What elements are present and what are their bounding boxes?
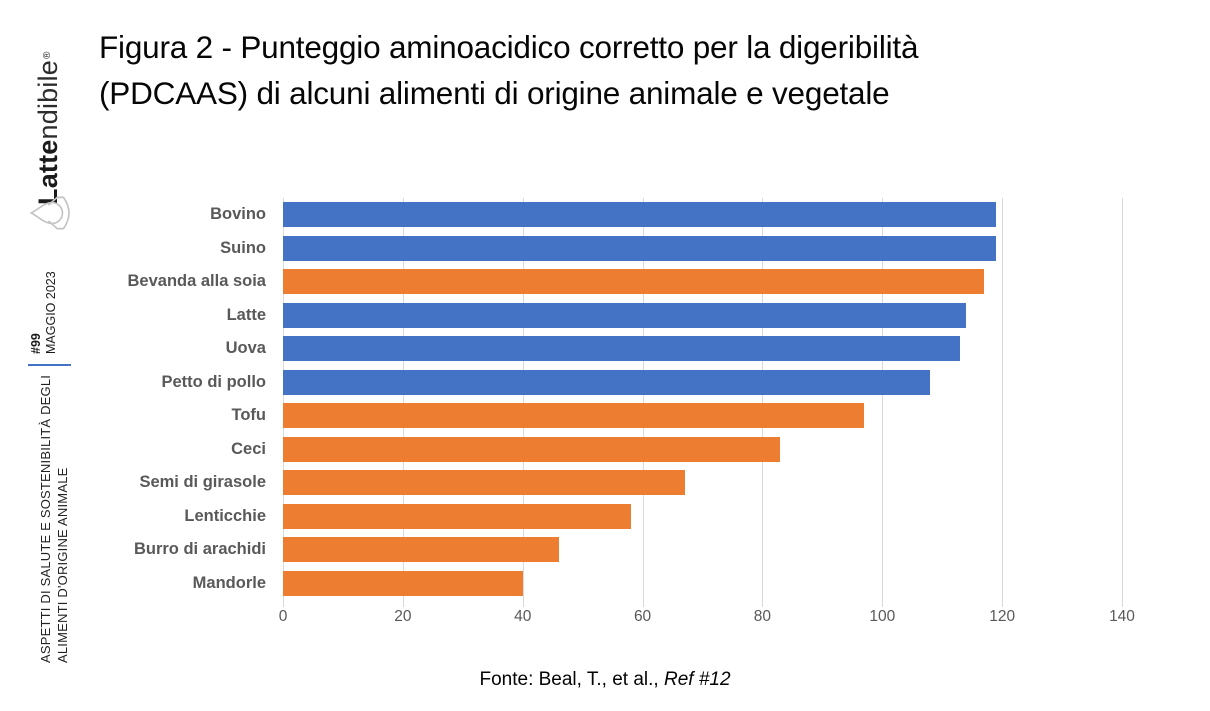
gridline-40 xyxy=(522,198,524,607)
x-tick-100: 100 xyxy=(869,608,896,625)
bar-row xyxy=(283,567,1122,601)
drop-in-hand-icon xyxy=(26,188,76,238)
chart-plot-area xyxy=(283,198,1122,600)
logo-text-light: ndibile xyxy=(32,60,63,140)
x-tick-140: 140 xyxy=(1109,608,1135,625)
bar-row xyxy=(283,533,1122,567)
category-label: Tofu xyxy=(231,406,266,425)
bar-tofu xyxy=(283,403,865,428)
figure-title-line1: Figura 2 - Punteggio aminoacidico corret… xyxy=(99,29,919,65)
category-label: Ceci xyxy=(231,439,266,458)
bar-petto-di-pollo xyxy=(283,369,931,395)
x-tick-60: 60 xyxy=(633,608,652,625)
category-label: Semi di girasole xyxy=(139,473,266,492)
bar-row xyxy=(283,299,1122,333)
x-tick-80: 80 xyxy=(753,608,772,625)
gridline-100 xyxy=(882,198,884,607)
bar-row xyxy=(283,265,1122,299)
registered-mark: ® xyxy=(42,51,53,60)
category-axis-labels: Bovino Suino Bevanda alla soia Latte Uova Pet… xyxy=(0,198,267,600)
bar-row xyxy=(283,366,1122,400)
bar-burro-di-arachidi xyxy=(283,537,559,562)
bar-bevanda-alla-soia xyxy=(283,269,985,294)
x-tick-40: 40 xyxy=(514,608,532,625)
category-label: Petto di pollo xyxy=(161,372,267,391)
x-tick-120: 120 xyxy=(989,608,1016,625)
bar-latte xyxy=(283,302,967,328)
gridline-120 xyxy=(1002,198,1004,607)
lattendibile-logo: Latte ndibile ® xyxy=(20,35,76,205)
bar-row xyxy=(283,332,1122,366)
chart-gridlines xyxy=(283,198,1123,607)
bar-row xyxy=(283,433,1122,467)
bar-lenticchie xyxy=(283,503,631,529)
gridline-140 xyxy=(1122,198,1123,607)
x-axis-tick-labels: 0 20 40 60 80 100 120 140 xyxy=(279,608,1135,630)
x-tick-20: 20 xyxy=(394,608,412,625)
bar-row xyxy=(283,232,1122,266)
category-label: Burro di arachidi xyxy=(133,540,266,559)
source-caption: Fonte: Beal, T., et al., Ref #12 xyxy=(0,669,1210,691)
category-label: Uova xyxy=(225,339,266,358)
bar-bovino xyxy=(283,202,997,227)
bar-suino xyxy=(283,235,997,261)
bar-semi-di-girasole xyxy=(283,470,685,495)
bar-row xyxy=(283,198,1122,232)
bar-row xyxy=(283,466,1122,500)
bar-uova xyxy=(283,336,961,361)
x-tick-0: 0 xyxy=(278,608,288,625)
source-text: Fonte: Beal, T., et al., xyxy=(479,669,664,690)
gridline-0 xyxy=(283,198,284,607)
category-label: Latte xyxy=(226,305,266,324)
bar-mandorle xyxy=(283,570,523,596)
figure-title: Figura 2 - Punteggio aminoacidico corret… xyxy=(99,24,1184,116)
category-label: Lenticchie xyxy=(184,506,266,525)
source-ref: Ref #12 xyxy=(663,669,731,690)
gridline-80 xyxy=(762,198,764,607)
sidebar-divider xyxy=(28,364,71,366)
category-label: Mandorle xyxy=(192,573,266,592)
category-label: Bevanda alla soia xyxy=(127,272,267,291)
figure-title-line2: (PDCAAS) di alcuni alimenti di origine a… xyxy=(99,75,890,111)
bar-row xyxy=(283,500,1122,534)
gridline-60 xyxy=(642,198,644,607)
category-label: Bovino xyxy=(210,205,266,224)
bar-ceci xyxy=(283,436,781,462)
bar-row xyxy=(283,399,1122,433)
gridline-20 xyxy=(402,198,404,607)
category-label: Suino xyxy=(220,238,266,257)
